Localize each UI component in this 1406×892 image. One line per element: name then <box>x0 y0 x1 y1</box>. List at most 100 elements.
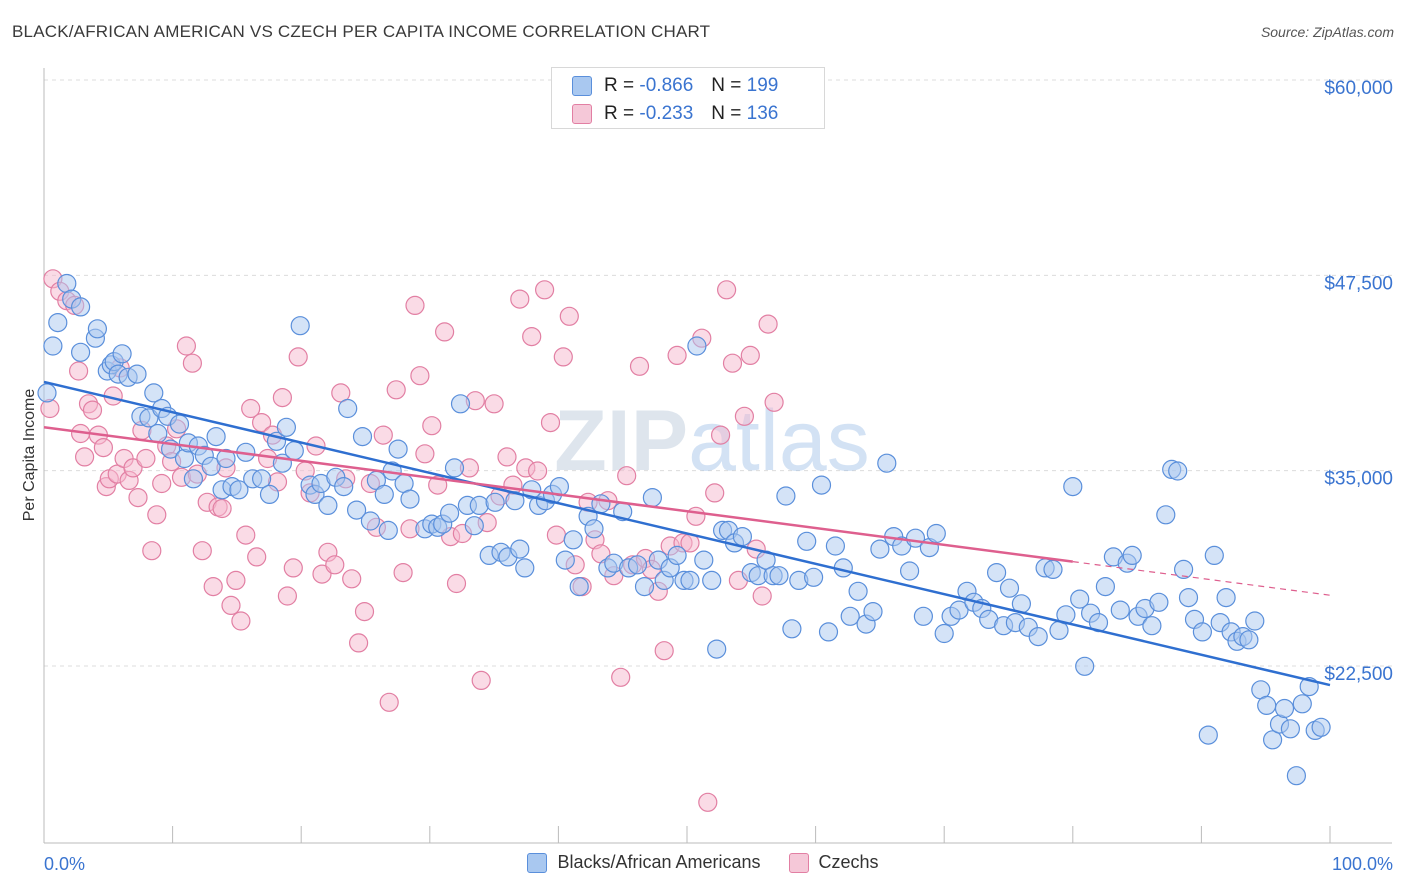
blacks-point <box>1280 719 1301 739</box>
blacks-point <box>1110 600 1130 620</box>
czechs-point <box>325 555 345 575</box>
n-label: N = <box>711 103 742 124</box>
czechs-point <box>422 416 442 436</box>
blacks-point <box>667 545 687 566</box>
blacks-point <box>563 530 583 550</box>
czechs-point <box>192 541 212 561</box>
czechs-point <box>428 475 448 495</box>
czechs-point <box>349 633 369 653</box>
y-tick-label: $47,500 <box>1324 273 1393 294</box>
czechs-point <box>734 406 755 426</box>
blacks-point <box>400 489 420 509</box>
czechs-point <box>82 400 103 420</box>
czechs-point <box>471 670 491 691</box>
czechs-point <box>74 447 95 467</box>
blacks-point <box>555 550 575 570</box>
czechs-point <box>354 601 375 622</box>
czechs-point <box>546 525 567 545</box>
blacks-point <box>70 342 91 362</box>
blacks-point <box>1173 559 1194 580</box>
czechs-point <box>722 353 743 373</box>
czechs-point <box>128 488 148 508</box>
blacks-point <box>1192 622 1213 642</box>
blacks-point <box>1070 589 1090 609</box>
czechs-point <box>226 570 246 591</box>
czechs-point <box>534 280 555 300</box>
czechs-point <box>617 466 637 486</box>
blacks-point <box>1311 717 1331 737</box>
czechs-point <box>710 425 731 445</box>
czechs-point <box>123 458 143 478</box>
czechs-point <box>203 576 223 597</box>
y-tick-labels: $22,500 $35,000 $47,500 $60,000 <box>1324 78 1393 685</box>
blacks-point <box>591 494 611 514</box>
blacks-point <box>360 511 380 531</box>
blacks-point <box>464 516 484 536</box>
czechs-point <box>212 498 232 519</box>
blacks-n-value: 199 <box>746 75 779 96</box>
blacks-point <box>1245 611 1265 631</box>
blacks-point <box>112 344 132 364</box>
y-tick-label: $60,000 <box>1324 78 1393 99</box>
blacks-point <box>252 469 272 489</box>
czechs-point <box>136 448 156 469</box>
czechs-point <box>510 289 530 309</box>
blacks-point <box>1178 587 1199 608</box>
blacks-point <box>877 453 897 473</box>
czechs-point <box>553 347 573 367</box>
y-axis-label: Per Capita Income <box>21 389 38 522</box>
blacks-point <box>848 581 868 601</box>
czechs-point <box>236 525 256 545</box>
blacks-point <box>510 539 530 559</box>
czechs-point <box>182 353 202 373</box>
czechs-point <box>698 792 718 812</box>
blacks-point <box>687 336 707 356</box>
blacks-point <box>627 555 648 575</box>
blacks-point <box>70 297 91 317</box>
blacks-point <box>169 414 190 434</box>
blacks-point <box>469 495 489 515</box>
legend-label-czechs: Czechs <box>818 852 879 872</box>
legend-item-czechs[interactable]: Czechs <box>788 852 879 873</box>
blacks-point <box>338 398 358 419</box>
blacks-point <box>818 622 839 642</box>
blacks-point <box>144 383 164 403</box>
legend-item-blacks[interactable]: Blacks/African Americans <box>527 852 761 873</box>
czechs-point <box>527 461 548 481</box>
czechs-point <box>93 438 114 458</box>
blacks-point <box>584 519 604 539</box>
czechs-point <box>497 447 517 467</box>
watermark: ZIPatlas <box>554 393 869 489</box>
czechs-n-value: 136 <box>746 103 779 124</box>
blacks-point <box>1075 656 1095 676</box>
blacks-point <box>899 561 920 581</box>
blacks-point <box>515 558 535 578</box>
czechs-point <box>247 547 267 567</box>
czechs-point <box>272 388 292 408</box>
blacks-point <box>229 480 249 500</box>
blacks-point <box>776 486 796 506</box>
blacks-point <box>374 484 394 504</box>
blacks-point <box>1122 545 1142 566</box>
blacks-point <box>87 319 108 339</box>
czechs-point <box>410 366 430 386</box>
blacks-point <box>803 567 824 587</box>
blacks-point <box>318 495 338 515</box>
blacks-point <box>1286 766 1307 786</box>
blacks-swatch <box>572 76 592 96</box>
blacks-point <box>1168 461 1188 481</box>
blacks-point <box>1257 695 1277 716</box>
legend-row-blacks: R = -0.866 N = 199 <box>572 74 778 98</box>
blacks-point <box>934 623 954 644</box>
blacks-point <box>206 427 226 447</box>
axes-layer <box>43 68 1392 844</box>
blacks-point <box>1292 694 1312 714</box>
czechs-point <box>435 322 455 342</box>
czechs-point <box>705 483 725 503</box>
blacks-point <box>216 448 236 469</box>
blacks-point <box>707 639 727 659</box>
blacks-point <box>127 364 147 384</box>
chart-title: BLACK/AFRICAN AMERICAN VS CZECH PER CAPI… <box>12 22 711 41</box>
czechs-point <box>68 361 89 381</box>
